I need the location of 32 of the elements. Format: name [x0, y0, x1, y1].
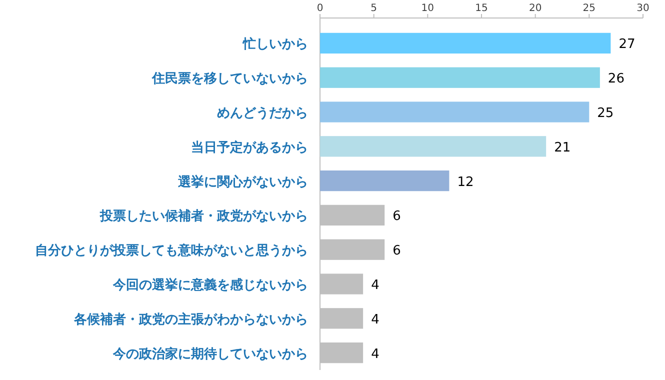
data-label: 6 [392, 244, 401, 259]
x-tick-label: 25 [582, 3, 596, 14]
y-tick-label: 今回の選挙に意義を感じないから [112, 277, 308, 293]
data-label: 4 [371, 312, 380, 328]
y-tick-label: 当日予定があるから [191, 139, 308, 156]
data-label: 4 [371, 278, 380, 293]
data-label: 4 [371, 346, 380, 362]
data-label: 6 [392, 209, 401, 224]
data-label: 21 [554, 140, 571, 156]
bar [320, 32, 611, 54]
y-tick-label: 投票したい候補者・政党がないから [99, 208, 308, 224]
x-tick-label: 10 [421, 3, 434, 14]
data-label: 27 [618, 37, 636, 52]
y-tick-label: 各候補者・政党の主張がわからないから [73, 311, 308, 328]
bar [320, 136, 546, 157]
y-tick-label: 選挙に関心がないから [177, 174, 308, 190]
bar [320, 102, 590, 122]
x-tick-label: 30 [636, 3, 650, 14]
bar [320, 170, 450, 192]
y-tick-label: 住民票を移していないから [151, 72, 308, 87]
y-tick-label: 忙しいから [242, 36, 308, 52]
y-tick-label: めんどうだから [217, 106, 308, 121]
x-tick-label: 20 [528, 3, 542, 14]
x-tick-label: 5 [370, 3, 378, 14]
bar [320, 67, 600, 88]
x-tick-label: 15 [475, 3, 488, 14]
x-tick-label: 0 [316, 3, 324, 14]
data-label: 12 [457, 174, 474, 190]
data-label: 26 [608, 72, 624, 87]
y-tick-label: 今の政治家に期待していないから [112, 346, 308, 362]
y-tick-label: 自分ひとりが投票しても意味がないと思うから [35, 242, 308, 259]
data-label: 25 [597, 106, 614, 121]
